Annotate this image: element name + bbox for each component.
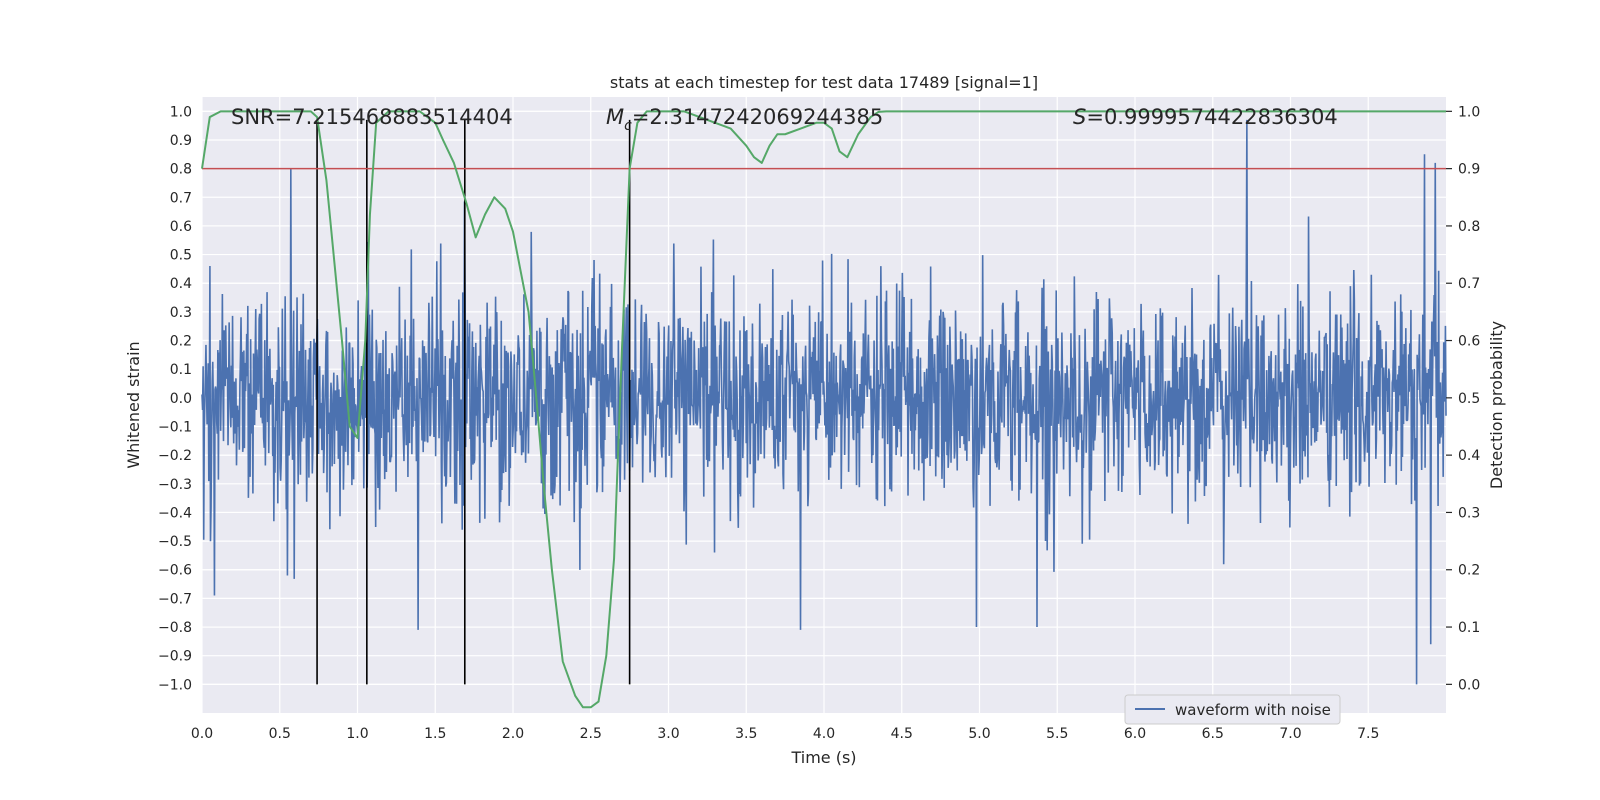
x-tick-label: 2.0 [502, 726, 524, 742]
y-left-tick-label: −0.8 [158, 620, 192, 636]
y-left-tick-label: 1.0 [170, 104, 192, 120]
x-tick-label: 2.5 [580, 726, 602, 742]
chirp-mass-value: =2.3147242069244385 [632, 105, 883, 129]
x-tick-label: 3.0 [657, 726, 679, 742]
x-tick-label: 6.5 [1202, 726, 1224, 742]
waveform-series [201, 119, 1447, 685]
x-tick-label: 3.5 [735, 726, 757, 742]
waveform-with-noise-line [201, 119, 1447, 685]
chart-title: stats at each timestep for test data 174… [610, 73, 1038, 92]
y-left-tick-label: −0.5 [158, 534, 192, 550]
y-right-tick-label: 0.3 [1458, 505, 1480, 521]
legend-label: waveform with noise [1175, 701, 1331, 719]
legend-box [1124, 694, 1341, 725]
y-right-tick-label: 0.8 [1458, 219, 1480, 235]
legend: waveform with noise [1124, 694, 1341, 725]
y-left-tick-label: 0.4 [170, 276, 192, 292]
probability-series [201, 110, 1446, 709]
y-right-tick-label: 0.5 [1458, 391, 1480, 407]
y-right-tick-label: 1.0 [1458, 104, 1480, 120]
score-annotation: S=0.9999574422836304 [1073, 105, 1338, 129]
y-left-tick-label: 0.0 [170, 391, 192, 407]
x-tick-label: 1.0 [346, 726, 368, 742]
x-tick-label: 7.5 [1357, 726, 1379, 742]
snr-annotation: SNR=7.215468883514404 [231, 105, 513, 129]
y-left-tick-label: −1.0 [158, 677, 192, 693]
y-axis-label-left: Whitened strain [124, 341, 143, 468]
y-right-tick-label: 0.6 [1458, 334, 1480, 350]
y-left-tick-label: −0.2 [158, 448, 192, 464]
y-left-tick-label: 0.2 [170, 334, 192, 350]
x-axis-label: Time (s) [790, 748, 856, 767]
y-left-tick-label: 0.9 [170, 133, 192, 149]
score-value: =0.9999574422836304 [1086, 105, 1337, 129]
y-left-tick-label: 0.3 [170, 305, 192, 321]
x-tick-label: 0.5 [269, 726, 291, 742]
x-tick-label: 1.5 [424, 726, 446, 742]
x-tick-label: 7.0 [1279, 726, 1301, 742]
y-right-tick-label: 0.1 [1458, 620, 1480, 636]
y-left-tick-label: −0.1 [158, 419, 192, 435]
x-tick-label: 5.0 [968, 726, 990, 742]
x-tick-label: 4.0 [813, 726, 835, 742]
vertical-markers [316, 119, 631, 685]
y-right-tick-label: 0.0 [1458, 677, 1480, 693]
y-right-tick-label: 0.7 [1458, 276, 1480, 292]
y-left-tick-label: −0.4 [158, 505, 192, 521]
y-left-tick-label: −0.9 [158, 649, 192, 665]
y-left-tick-label: 0.5 [170, 248, 192, 264]
y-left-tick-label: −0.3 [158, 477, 192, 493]
y-axis-label-right: Detection probability [1487, 321, 1506, 489]
detection-probability-line [201, 110, 1446, 709]
x-tick-label: 4.5 [891, 726, 913, 742]
y-right-tick-label: 0.9 [1458, 162, 1480, 178]
chirp-mass-annotation: Mc=2.3147242069244385 [606, 105, 883, 134]
y-left-tick-label: −0.6 [158, 563, 192, 579]
axis-ticks: 0.0 0.5 1.0 1.5 2.0 2.5 3.0 3.5 4.0 4.5 5.0 5.5 6.0 6… [158, 104, 1480, 742]
y-right-tick-label: 0.4 [1458, 448, 1480, 464]
y-left-tick-label: −0.7 [158, 591, 192, 607]
y-left-tick-label: 0.6 [170, 219, 192, 235]
x-tick-label: 0.0 [191, 726, 213, 742]
y-left-tick-label: 0.1 [170, 362, 192, 378]
y-left-tick-label: 0.7 [170, 190, 192, 206]
x-tick-label: 6.0 [1124, 726, 1146, 742]
y-left-tick-label: 0.8 [170, 162, 192, 178]
chirp-mass-symbol: M [606, 105, 624, 129]
y-right-tick-label: 0.2 [1458, 563, 1480, 579]
score-symbol: S [1073, 105, 1086, 129]
chirp-mass-subscript: c [624, 118, 632, 134]
x-tick-label: 5.5 [1046, 726, 1068, 742]
